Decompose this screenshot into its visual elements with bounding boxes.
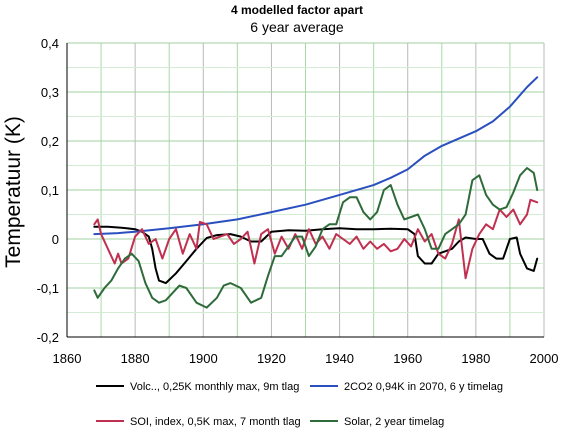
x-tick-label: 1900 <box>189 351 218 366</box>
series-line-1 <box>93 225 539 285</box>
legend-label: 2CO2 0,94K in 2070, 6 y timelag <box>344 381 503 393</box>
x-tick-label: 1920 <box>257 351 286 366</box>
y-axis-label: Temperatuur (K) <box>2 116 25 268</box>
series-line-3 <box>93 198 539 280</box>
chart-title: 4 modelled factor apart <box>231 3 363 17</box>
x-tick-label: 1980 <box>461 351 490 366</box>
y-tick-label: -0,2 <box>37 330 59 345</box>
legend-label: SOI, index, 0,5K max, 7 month tlag <box>130 416 301 428</box>
series-line-2 <box>93 76 539 236</box>
legend: Volc.., 0,25K monthly max, 9m tlag 2CO2 0… <box>96 381 503 428</box>
legend-label: Solar, 2 year timelag <box>344 416 444 428</box>
grid <box>66 42 545 338</box>
x-tick-label: 1880 <box>121 351 150 366</box>
y-tick-label: 0,1 <box>41 183 59 198</box>
y-tick-label: 0,3 <box>41 85 59 100</box>
x-tick-label: 1960 <box>393 351 422 366</box>
x-tick-label: 1860 <box>53 351 82 366</box>
y-tick-label: -0,1 <box>37 281 59 296</box>
legend-label: Volc.., 0,25K monthly max, 9m tlag <box>130 381 299 393</box>
axes: 1860 1880 1900 1920 1940 1960 1980 2000 -0,2 -0,1… <box>37 36 559 366</box>
series-line-4 <box>93 167 539 309</box>
series-layer <box>93 76 539 309</box>
y-tick-label: 0 <box>52 232 59 247</box>
y-tick-label: 0,2 <box>41 134 59 149</box>
x-tick-label: 1940 <box>325 351 354 366</box>
x-tick-label: 2000 <box>530 351 559 366</box>
chart-subtitle: 6 year average <box>250 19 344 35</box>
y-tick-label: 0,4 <box>41 36 59 51</box>
